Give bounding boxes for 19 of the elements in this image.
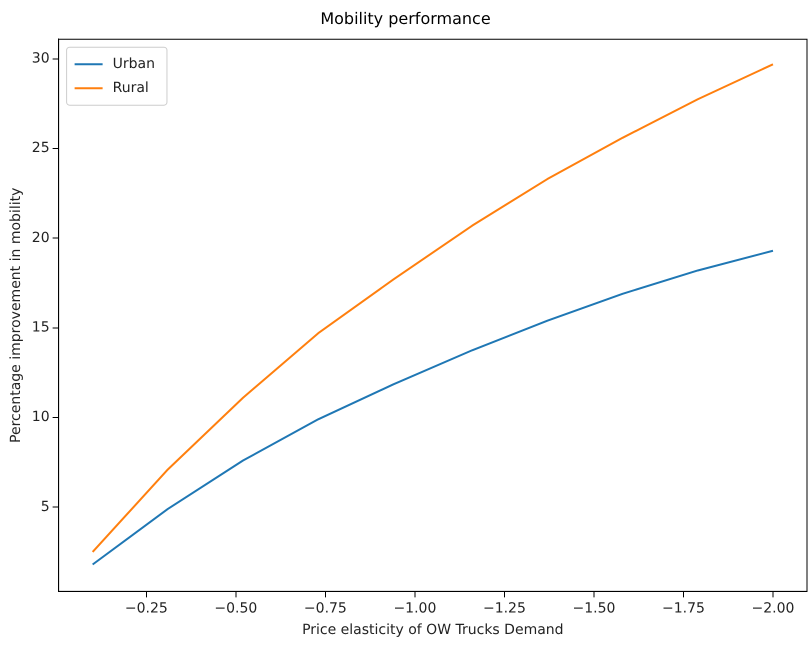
x-tick-label: −1.25	[482, 600, 526, 616]
chart-title: Mobility performance	[320, 8, 491, 28]
legend-label: Rural	[112, 80, 149, 96]
legend-label: Urban	[112, 56, 155, 72]
y-tick-label: 15	[32, 319, 50, 336]
x-tick-label: −0.50	[214, 600, 258, 616]
x-tick-label: −0.75	[304, 600, 347, 616]
x-tick-label: −2.00	[752, 600, 794, 616]
y-tick-label: 20	[32, 230, 50, 246]
x-tick-label: −1.75	[662, 600, 705, 616]
x-tick-label: −0.25	[124, 600, 168, 616]
y-tick-label: 5	[40, 498, 50, 515]
x-tick-label: −1.50	[572, 600, 616, 616]
y-axis-title: Percentage improvement in mobility	[8, 188, 24, 443]
y-tick-label: 10	[32, 409, 50, 426]
y-tick-label: 25	[32, 140, 50, 156]
x-axis-title: Price elasticity of OW Trucks Demand	[302, 622, 564, 638]
y-tick-label: 30	[32, 50, 50, 67]
x-tick-label: −1.00	[393, 600, 436, 616]
